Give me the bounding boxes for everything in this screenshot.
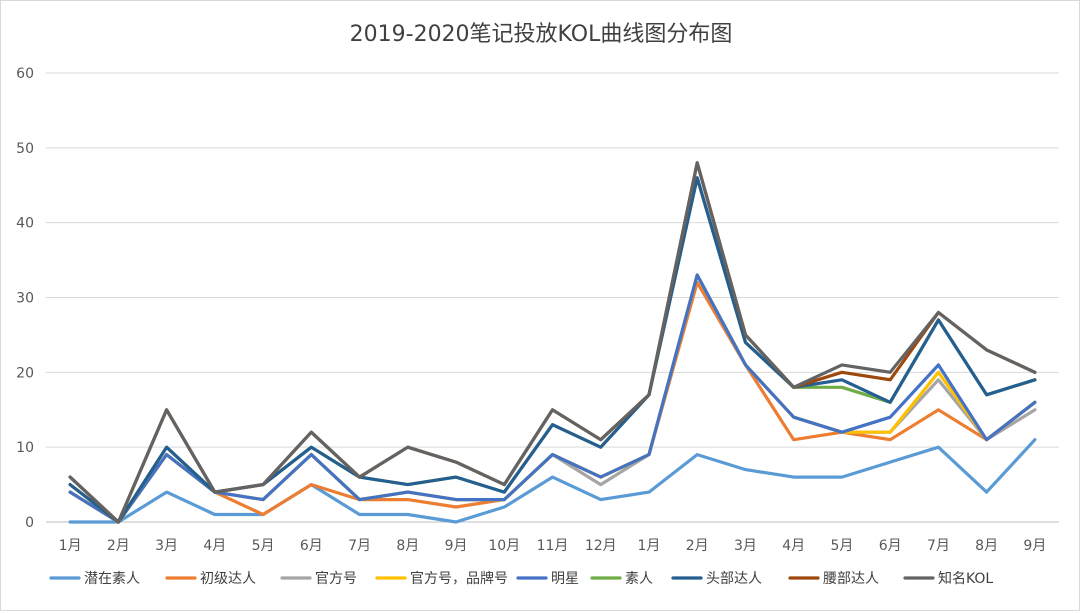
- y-tick-label: 40: [16, 216, 34, 232]
- x-tick-label: 4月: [782, 538, 805, 554]
- series-line: [68, 273, 1037, 524]
- y-tick-label: 60: [16, 66, 34, 82]
- series-line: [68, 176, 1037, 524]
- series-line: [68, 438, 1037, 524]
- legend-label: 知名KOL: [938, 570, 993, 587]
- y-tick-label: 10: [16, 440, 34, 456]
- x-tick-label: 9月: [445, 538, 468, 554]
- legend-label: 素人: [625, 571, 653, 587]
- legend: 潜在素人 初级达人 官方号 官方号，品牌号 明星 素人 头部达人 腰部达人 知名KOL: [49, 570, 993, 587]
- x-tick-label: 8月: [396, 538, 419, 554]
- y-tick-label: 30: [16, 291, 34, 307]
- y-tick-label: 20: [16, 365, 34, 381]
- series-line: [68, 273, 1037, 524]
- legend-label: 明星: [551, 571, 579, 587]
- x-tick-label: 2月: [686, 538, 709, 554]
- x-tick-label: 11月: [537, 538, 569, 554]
- x-tick-label: 12月: [585, 538, 617, 554]
- x-tick-label: 9月: [1023, 538, 1046, 554]
- y-axis-tick-labels: 0 10 20 30 40 50 60: [16, 66, 34, 531]
- series-line: [68, 161, 1037, 524]
- x-tick-label: 6月: [300, 538, 323, 554]
- chart-title: 2019-2020笔记投放KOL曲线图分布图: [350, 22, 733, 47]
- series-line: [68, 161, 1037, 524]
- legend-label: 官方号: [315, 571, 357, 587]
- legend-label: 头部达人: [706, 571, 762, 587]
- legend-label: 官方号，品牌号: [410, 570, 508, 587]
- gridlines: [46, 72, 1059, 523]
- x-tick-label: 1月: [59, 538, 82, 554]
- legend-label: 腰部达人: [823, 571, 879, 587]
- x-tick-label: 4月: [203, 538, 226, 554]
- x-tick-label: 10月: [488, 538, 520, 554]
- series-line: [68, 176, 1037, 524]
- x-tick-label: 8月: [975, 538, 998, 554]
- y-tick-label: 0: [25, 515, 34, 531]
- legend-label: 潜在素人: [84, 571, 140, 587]
- series-line: [68, 273, 1037, 524]
- x-tick-label: 3月: [734, 538, 757, 554]
- x-tick-label: 7月: [927, 538, 950, 554]
- x-tick-label: 6月: [879, 538, 902, 554]
- series-lines: [68, 161, 1037, 524]
- y-tick-label: 50: [16, 141, 34, 157]
- x-tick-label: 3月: [155, 538, 178, 554]
- x-tick-label: 5月: [830, 538, 853, 554]
- x-tick-label: 1月: [638, 538, 661, 554]
- x-tick-label: 2月: [107, 538, 130, 554]
- legend-label: 初级达人: [200, 570, 256, 587]
- x-tick-label: 7月: [348, 538, 371, 554]
- x-tick-label: 5月: [252, 538, 275, 554]
- x-axis-tick-labels: 1月 2月 3月 4月 5月 6月 7月 8月 9月 10月 11月 12月 1月 2月 3月 4月 5月 6月 7…: [59, 538, 1047, 554]
